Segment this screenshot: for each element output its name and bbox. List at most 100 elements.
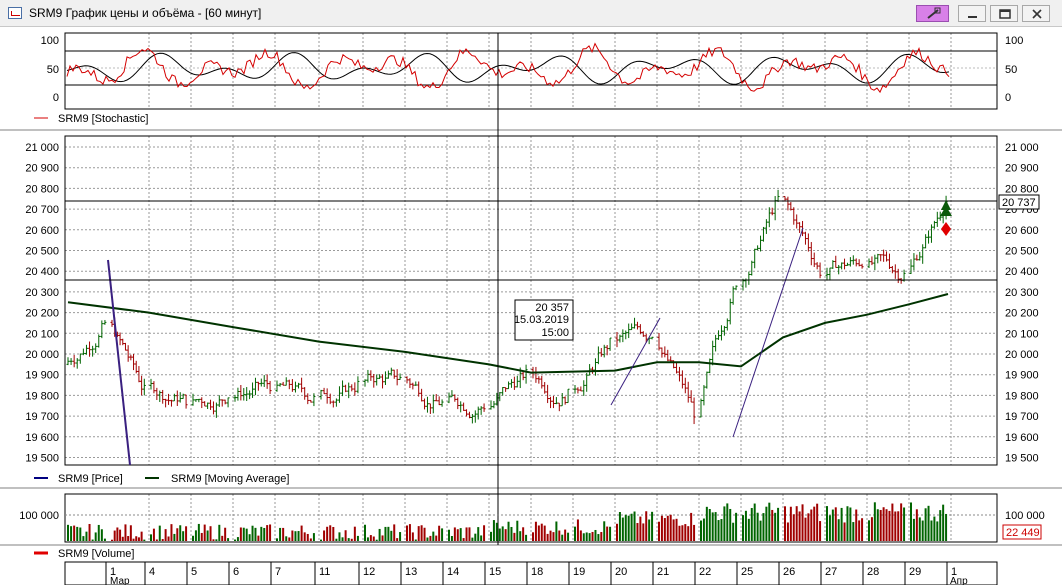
volume-bar xyxy=(70,526,73,541)
volume-bar xyxy=(558,530,561,541)
volume-bar xyxy=(742,515,744,541)
volume-bar xyxy=(744,510,747,541)
volume-bar xyxy=(384,526,387,541)
volume-bar xyxy=(73,525,76,541)
pin-button[interactable] xyxy=(916,5,949,22)
buy-arrow-icon-2 xyxy=(941,200,951,210)
price-tick-left: 19 500 xyxy=(25,453,59,465)
restore-icon xyxy=(999,9,1011,19)
volume-bar xyxy=(414,539,417,541)
volume-bar xyxy=(540,523,543,541)
window-titlebar: SRM9 График цены и объёма - [60 минут] xyxy=(0,0,1062,27)
tooltip-value: 20 357 xyxy=(535,302,569,314)
price-tick-left: 20 200 xyxy=(25,308,59,320)
minimize-button[interactable] xyxy=(958,5,986,22)
price-trendline-3 xyxy=(732,227,804,438)
time-axis-day-label: 21 xyxy=(657,566,669,578)
volume-bar xyxy=(150,534,152,541)
volume-bar xyxy=(855,509,858,541)
volume-bar xyxy=(534,521,537,541)
price-tick-left: 19 600 xyxy=(25,432,59,444)
price-tick-right: 20 900 xyxy=(1005,163,1039,175)
time-axis-day-label: 29 xyxy=(909,566,921,578)
time-axis-day-label: 6 xyxy=(233,566,239,578)
volume-bar xyxy=(132,538,135,541)
volume-bar xyxy=(282,527,285,541)
time-axis-day-label: 25 xyxy=(741,566,753,578)
month-left: Мар xyxy=(110,576,130,585)
volume-bar xyxy=(774,512,777,541)
volume-bar xyxy=(441,528,444,541)
time-axis-day-label: 18 xyxy=(531,566,543,578)
volume-bar xyxy=(687,526,690,541)
volume-bar xyxy=(329,525,332,541)
stochastic-k-line xyxy=(66,42,950,94)
volume-bar xyxy=(215,539,218,541)
volume-bar xyxy=(549,530,552,541)
chart-canvas[interactable]: 100 50 0 100 50 0 SRM9 [Stochastic] 21 0… xyxy=(0,27,1062,585)
volume-bar xyxy=(894,511,897,541)
restore-button[interactable] xyxy=(990,5,1018,22)
volume-bar xyxy=(393,524,396,541)
price-tick-right: 19 800 xyxy=(1005,390,1039,402)
volume-bar xyxy=(750,508,753,541)
volume-bar xyxy=(732,522,735,541)
volume-bar xyxy=(642,523,645,541)
volume-bar xyxy=(708,509,711,541)
volume-bar xyxy=(155,539,158,541)
volume-bar xyxy=(387,526,390,541)
volume-bar xyxy=(303,532,306,541)
volume-bar xyxy=(633,511,636,541)
volume-bar xyxy=(552,532,555,541)
volume-bar xyxy=(124,524,127,541)
price-tooltip xyxy=(514,299,574,341)
price-tick-left: 19 700 xyxy=(25,411,59,423)
volume-bar xyxy=(103,538,106,541)
volume-bar xyxy=(636,523,639,541)
time-axis-day-label: 11 xyxy=(319,566,330,578)
volume-bar xyxy=(819,521,822,541)
volume-bar xyxy=(576,519,579,541)
close-button[interactable] xyxy=(1022,5,1050,22)
volume-bar xyxy=(350,538,353,541)
volume-bar xyxy=(858,520,861,541)
volume-bar xyxy=(143,539,146,541)
volume-bar xyxy=(810,509,813,541)
volume-bar xyxy=(756,512,759,541)
window-title: SRM9 График цены и объёма - [60 минут] xyxy=(29,6,262,20)
stochastic-tick-50-right: 50 xyxy=(1005,64,1017,76)
time-axis-day-label: 26 xyxy=(783,566,795,578)
time-axis-day-label: 5 xyxy=(191,566,197,578)
volume-bar xyxy=(666,515,669,541)
volume-current-value: 22 449 xyxy=(1006,527,1040,539)
volume-bar xyxy=(924,508,927,541)
stochastic-pane: 100 50 0 100 50 0 SRM9 [Stochastic] xyxy=(34,35,1023,125)
volume-bar xyxy=(588,533,591,541)
price-tick-left: 20 400 xyxy=(25,266,59,278)
volume-bar xyxy=(490,531,492,541)
close-icon xyxy=(1032,9,1042,19)
volume-bar xyxy=(513,532,516,541)
price-tick-right: 21 000 xyxy=(1005,142,1039,154)
volume-bar xyxy=(522,527,525,541)
volume-bar xyxy=(100,529,103,541)
volume-bar xyxy=(837,519,840,541)
volume-bar xyxy=(921,520,924,541)
volume-bar xyxy=(630,513,633,541)
volume-bar xyxy=(426,537,429,541)
time-axis: Мар Апр 1 4 5 6 7 11 12 13 14 15 18 19 20 21 22 25 26 27 2… xyxy=(105,562,968,585)
time-axis-day-label: 20 xyxy=(615,566,627,578)
price-tick-left: 20 500 xyxy=(25,246,59,258)
volume-bar xyxy=(843,522,846,541)
volume-bar xyxy=(483,525,486,541)
volume-bar xyxy=(234,539,236,541)
volume-bar xyxy=(480,535,483,541)
volume-bar xyxy=(504,529,507,541)
volume-bar xyxy=(735,512,738,541)
volume-bar xyxy=(498,528,501,541)
volume-bar xyxy=(332,526,335,541)
volume-bar xyxy=(897,511,900,541)
price-tick-right: 20 400 xyxy=(1005,266,1039,278)
price-tick-left: 20 700 xyxy=(25,204,59,216)
volume-bar xyxy=(784,506,786,541)
